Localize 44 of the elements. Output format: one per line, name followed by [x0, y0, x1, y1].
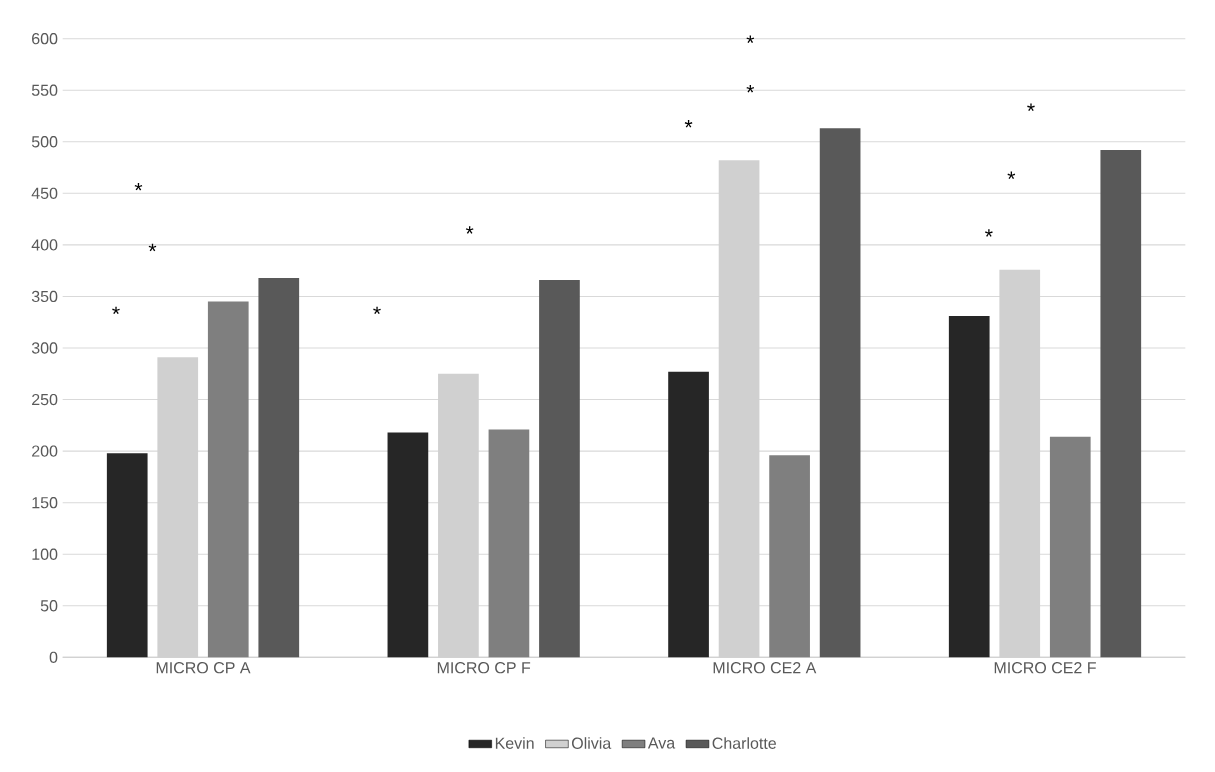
annotation: *: [746, 35, 755, 43]
y-tick-label: 450: [31, 187, 58, 199]
annotation: *: [465, 226, 474, 234]
bar: [258, 277, 300, 658]
annotation: *: [373, 306, 381, 315]
y-tick-label: 200: [32, 445, 58, 457]
annotation: *: [985, 229, 993, 237]
annotation: *: [746, 84, 755, 93]
legend-label: Kevin: [495, 737, 534, 749]
annotation: *: [134, 182, 143, 191]
bar: [948, 316, 990, 658]
y-tick-label: 400: [31, 239, 58, 251]
y-tick-label: 550: [31, 84, 58, 96]
y-tick-label: 50: [40, 600, 58, 612]
y-tick-label: 300: [31, 342, 58, 354]
y-tick-label: 150: [32, 497, 58, 509]
legend-label: Olivia: [571, 737, 612, 749]
bar: [539, 279, 580, 658]
y-tick-label: 350: [31, 290, 58, 303]
annotation: *: [112, 306, 120, 315]
y-tick-label: 500: [31, 136, 58, 148]
x-tick-label: MICRO CE2 F: [994, 662, 1096, 674]
bar: [668, 371, 709, 658]
y-tick-label: 100: [32, 548, 58, 560]
bar: [819, 128, 861, 658]
legend-label: Ava: [647, 737, 676, 749]
x-tick-label: MICRO CP A: [156, 662, 251, 674]
x-tick-label: MICRO CP F: [437, 662, 531, 674]
bar: [387, 432, 429, 658]
bar: [1100, 150, 1142, 658]
y-tick-label: 0: [49, 651, 58, 663]
bar: [488, 429, 530, 658]
annotation: *: [148, 243, 157, 252]
bar: [207, 301, 249, 658]
y-tick-label: 600: [32, 33, 58, 45]
bar: [106, 453, 148, 658]
y-tick-label: 250: [32, 393, 58, 406]
x-tick-label: MICRO CE2 A: [713, 662, 817, 674]
bar: [1049, 436, 1091, 658]
legend-label: Charlotte: [712, 737, 776, 749]
annotation: *: [1007, 171, 1016, 180]
annotation: *: [1027, 103, 1035, 111]
annotation: *: [684, 120, 693, 128]
bar: [769, 455, 810, 658]
